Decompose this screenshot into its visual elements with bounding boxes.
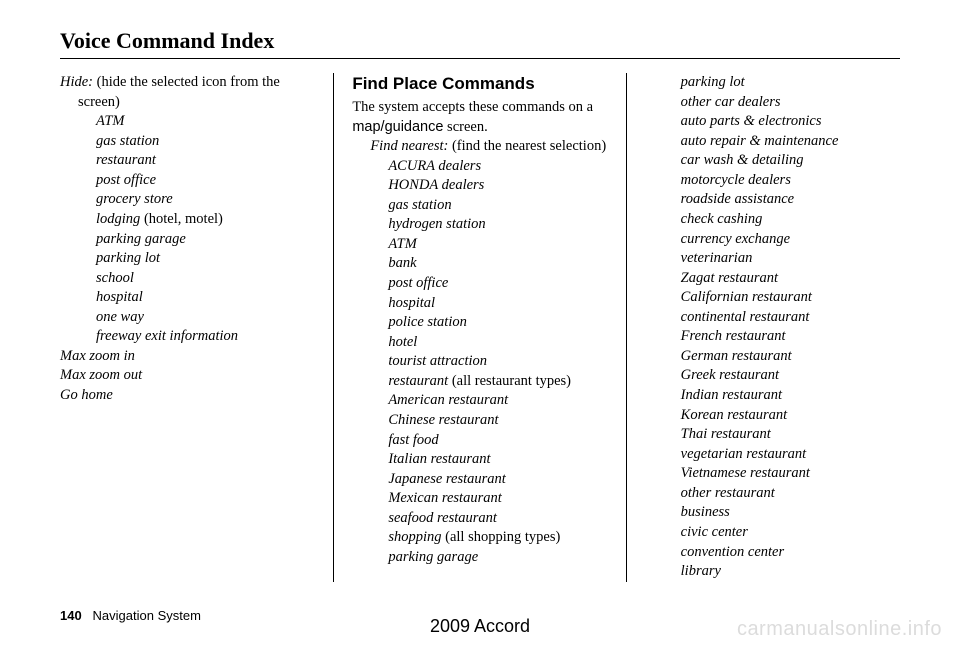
list-item: Indian restaurant — [645, 386, 900, 406]
list-item: restaurant — [60, 151, 315, 171]
shopping-prefix: shopping — [388, 529, 441, 545]
column-2: Find Place Commands The system accepts t… — [334, 73, 625, 582]
list-item: convention center — [645, 543, 900, 563]
list-item: Italian restaurant — [352, 450, 607, 470]
list-item: hotel — [352, 333, 607, 353]
list-item: roadside assistance — [645, 190, 900, 210]
list-item: fast food — [352, 431, 607, 451]
list-item: parking lot — [645, 73, 900, 93]
list-item: hydrogen station — [352, 215, 607, 235]
title-rule — [60, 58, 900, 59]
find-prefix: Find nearest: — [370, 138, 448, 154]
list-item: ATM — [352, 235, 607, 255]
list-item: hospital — [352, 294, 607, 314]
list-item: HONDA dealers — [352, 176, 607, 196]
list-item: Greek restaurant — [645, 366, 900, 386]
list-item: gas station — [60, 132, 315, 152]
columns: Hide: (hide the selected icon from the s… — [60, 73, 900, 582]
find-nearest-line: Find nearest: (find the nearest selectio… — [352, 137, 607, 157]
list-item: school — [60, 269, 315, 289]
list-item: American restaurant — [352, 391, 607, 411]
list-item: German restaurant — [645, 347, 900, 367]
lodging-prefix: lodging — [96, 211, 140, 227]
hide-line: Hide: (hide the selected icon from the s… — [60, 73, 315, 112]
list-item: auto parts & electronics — [645, 112, 900, 132]
list-item: car wash & detailing — [645, 151, 900, 171]
hide-prefix: Hide: — [60, 74, 93, 90]
list-item: Go home — [60, 386, 315, 406]
shopping-line: shopping (all shopping types) — [352, 528, 607, 548]
list-item: Japanese restaurant — [352, 470, 607, 490]
shopping-rest: (all shopping types) — [442, 529, 561, 545]
hide-list-2: parking garageparking lotschoolhospitalo… — [60, 230, 315, 347]
intro-line: The system accepts these commands on a m… — [352, 98, 607, 137]
hide-list: ATMgas stationrestaurantpost officegroce… — [60, 112, 315, 210]
list-item: tourist attraction — [352, 352, 607, 372]
list-item: Zagat restaurant — [645, 269, 900, 289]
list-item: Max zoom out — [60, 366, 315, 386]
column-3: parking lotother car dealersauto parts &… — [627, 73, 900, 582]
list-item: Californian restaurant — [645, 288, 900, 308]
list-item: civic center — [645, 523, 900, 543]
list-item: library — [645, 562, 900, 582]
list-item: parking lot — [60, 249, 315, 269]
list-item: ATM — [60, 112, 315, 132]
list-item: business — [645, 503, 900, 523]
find-list-b: American restaurantChinese restaurantfas… — [352, 391, 607, 528]
col3-list: parking lotother car dealersauto parts &… — [645, 73, 900, 582]
list-item: French restaurant — [645, 327, 900, 347]
list-item: hospital — [60, 288, 315, 308]
restaurant-prefix: restaurant — [388, 373, 448, 389]
page-title: Voice Command Index — [60, 28, 900, 54]
list-item: check cashing — [645, 210, 900, 230]
list-item: auto repair & maintenance — [645, 132, 900, 152]
list-item: Chinese restaurant — [352, 411, 607, 431]
find-list-a: ACURA dealersHONDA dealersgas stationhyd… — [352, 157, 607, 372]
find-list-c: parking garage — [352, 548, 607, 568]
list-item: ACURA dealers — [352, 157, 607, 177]
list-item: veterinarian — [645, 249, 900, 269]
list-item: gas station — [352, 196, 607, 216]
restaurant-line: restaurant (all restaurant types) — [352, 372, 607, 392]
list-item: bank — [352, 254, 607, 274]
intro-b: map/guidance — [352, 119, 443, 135]
list-item: post office — [60, 171, 315, 191]
watermark: carmanualsonline.info — [737, 618, 942, 641]
list-item: parking garage — [352, 548, 607, 568]
list-item: currency exchange — [645, 230, 900, 250]
lodging-line: lodging (hotel, motel) — [60, 210, 315, 230]
list-item: grocery store — [60, 190, 315, 210]
list-item: post office — [352, 274, 607, 294]
list-item: one way — [60, 308, 315, 328]
intro-c: screen. — [443, 119, 487, 135]
list-item: parking garage — [60, 230, 315, 250]
list-item: freeway exit information — [60, 327, 315, 347]
list-item: police station — [352, 313, 607, 333]
list-item: motorcycle dealers — [645, 171, 900, 191]
list-item: continental restaurant — [645, 308, 900, 328]
list-item: other restaurant — [645, 484, 900, 504]
list-item: vegetarian restaurant — [645, 445, 900, 465]
list-item: Vietnamese restaurant — [645, 464, 900, 484]
list-item: Thai restaurant — [645, 425, 900, 445]
column-1: Hide: (hide the selected icon from the s… — [60, 73, 333, 582]
list-item: Korean restaurant — [645, 406, 900, 426]
list-item: seafood restaurant — [352, 509, 607, 529]
list-item: Mexican restaurant — [352, 489, 607, 509]
find-rest: (find the nearest selection) — [448, 138, 606, 154]
restaurant-rest: (all restaurant types) — [448, 373, 571, 389]
find-place-heading: Find Place Commands — [352, 73, 607, 96]
intro-a: The system accepts these commands on a — [352, 99, 593, 115]
list-item: other car dealers — [645, 93, 900, 113]
list-item: Max zoom in — [60, 347, 315, 367]
col1-bottom-list: Max zoom inMax zoom outGo home — [60, 347, 315, 406]
hide-rest: (hide the selected icon from the screen) — [78, 74, 280, 110]
lodging-rest: (hotel, motel) — [140, 211, 223, 227]
